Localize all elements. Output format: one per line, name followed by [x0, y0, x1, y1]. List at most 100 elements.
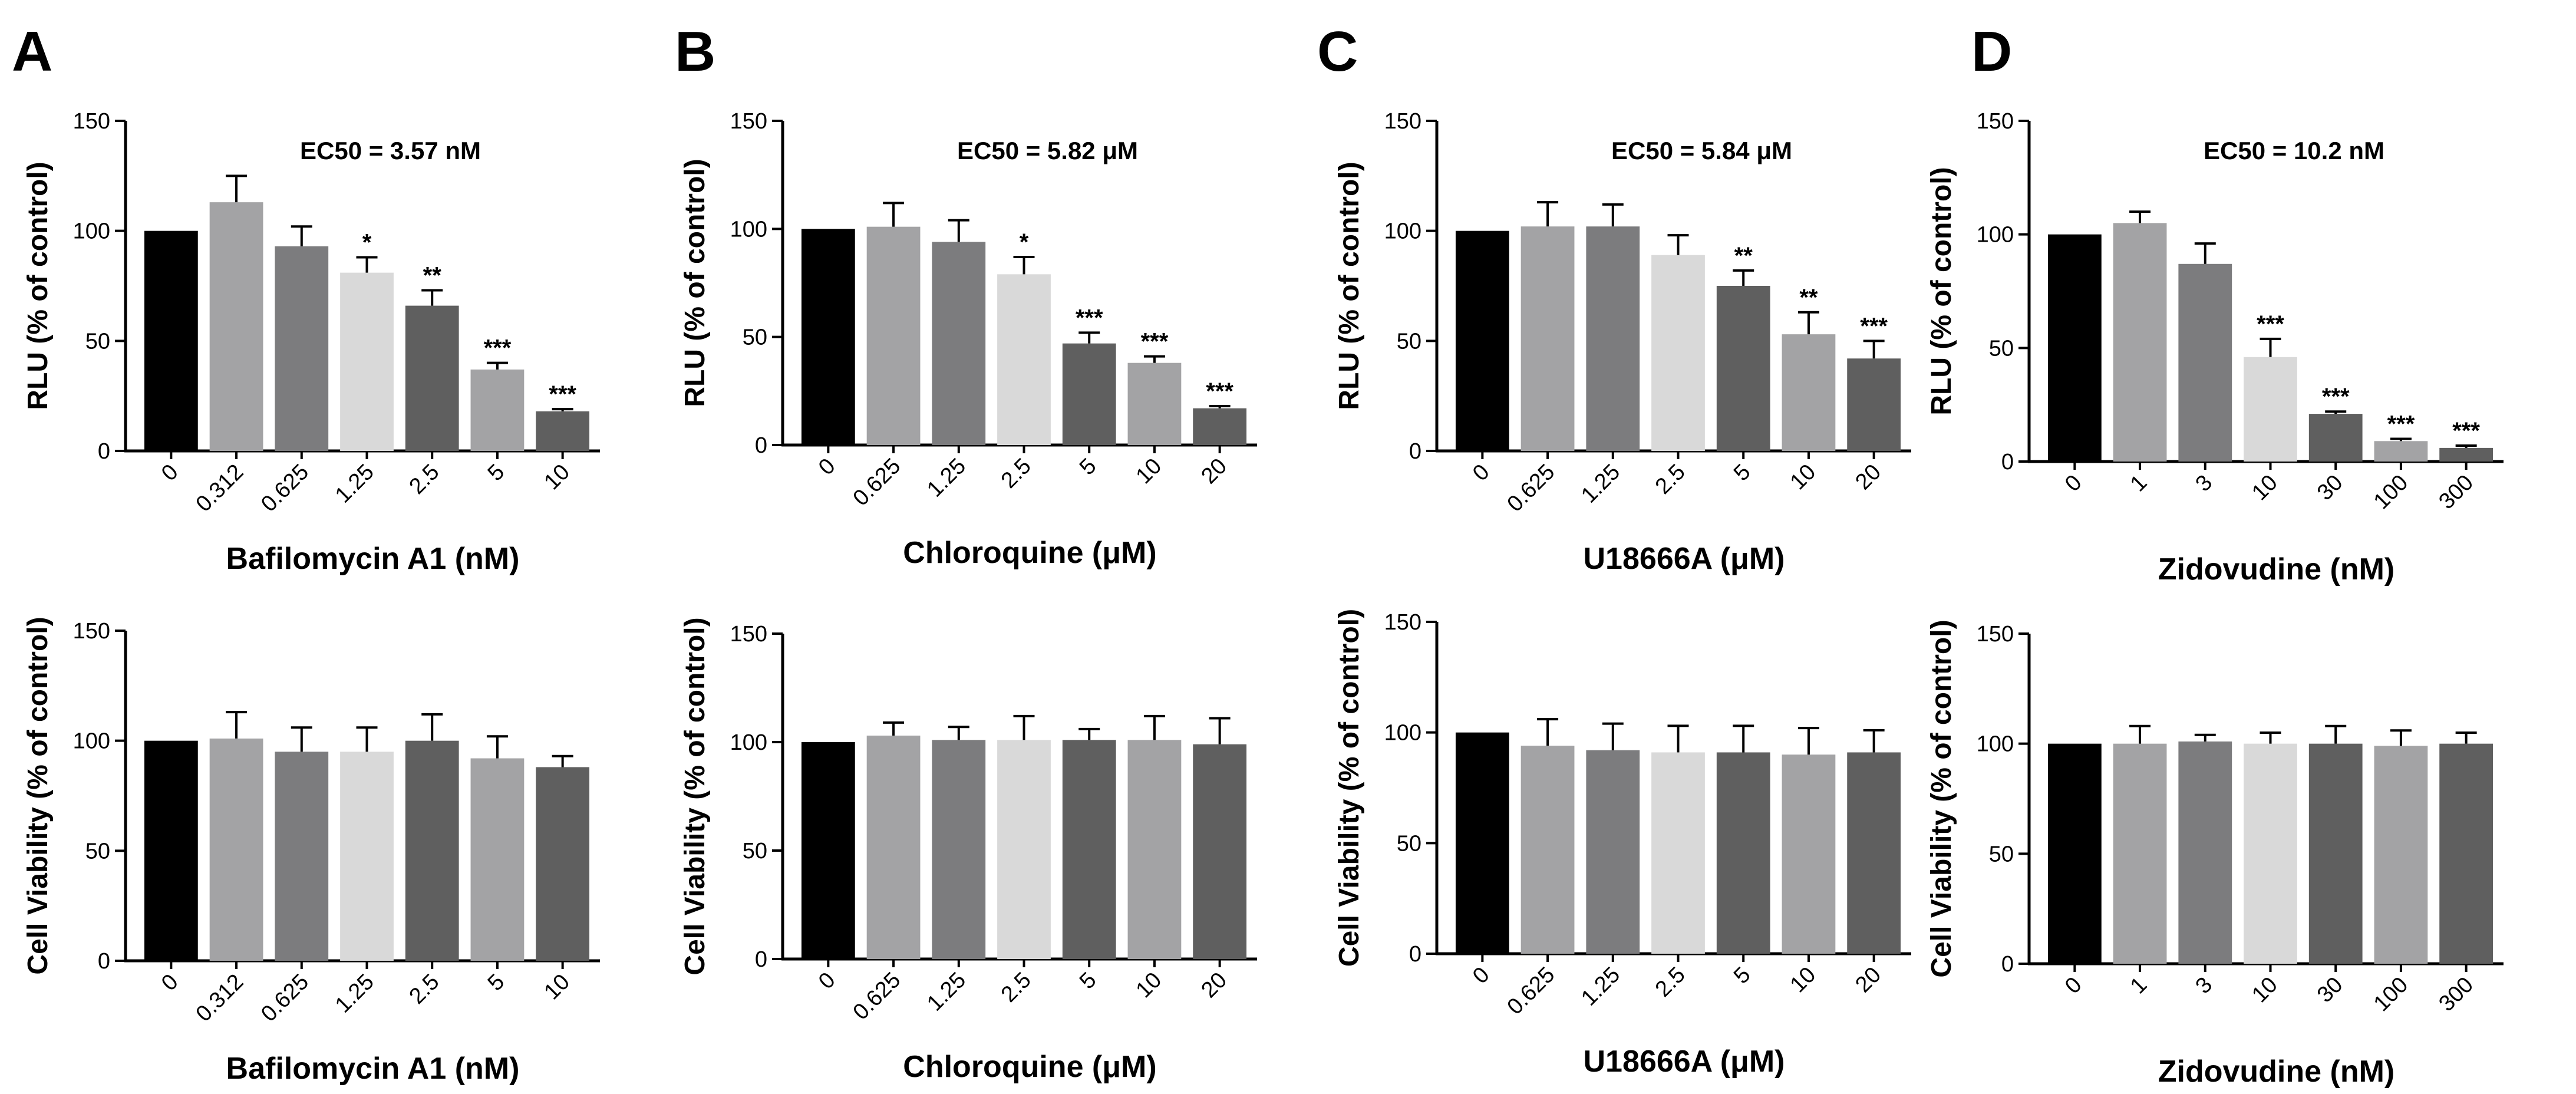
bar — [536, 411, 590, 451]
y-tick-label: 50 — [743, 839, 767, 864]
y-tick-label: 50 — [85, 329, 110, 354]
x-tick-label: 5 — [1729, 460, 1756, 486]
y-axis-label: RLU (% of control) — [1926, 167, 1957, 415]
y-tick-label: 0 — [755, 433, 767, 458]
significance-marker: *** — [1076, 305, 1103, 331]
x-tick-label: 1.25 — [1576, 963, 1625, 1011]
y-tick-label: 0 — [755, 947, 767, 972]
y-axis-label: Cell Viability (% of control) — [1334, 609, 1365, 967]
significance-marker: * — [362, 229, 372, 255]
chart-D-bottom: 0 50 100 150 Cell Viability (% of control) 0 1… — [1926, 620, 2504, 1089]
bar — [209, 202, 263, 451]
bar — [1716, 752, 1770, 954]
y-axis-label: RLU (% of control) — [1334, 162, 1365, 410]
x-axis-label: Chloroquine (μM) — [903, 536, 1156, 570]
x-tick-label: 2.5 — [405, 460, 444, 499]
y-tick-label: 150 — [1977, 622, 2014, 647]
bar — [209, 738, 263, 961]
bar — [470, 369, 525, 451]
ec50-label: EC50 = 5.82 μM — [957, 137, 1138, 164]
x-tick-label: 300 — [2434, 973, 2478, 1017]
x-tick-label: 5 — [1075, 454, 1101, 480]
bar — [1455, 230, 1509, 451]
x-tick-label: 0.625 — [848, 454, 905, 511]
x-tick-label: 5 — [483, 970, 510, 996]
bar — [1847, 358, 1901, 451]
x-tick-label: 10 — [1786, 460, 1821, 495]
x-tick-label: 0 — [814, 454, 840, 480]
y-tick-label: 150 — [73, 619, 110, 644]
bar — [2113, 223, 2167, 462]
x-tick-label: 2.5 — [997, 968, 1036, 1007]
x-axis-label: U18666A (μM) — [1584, 542, 1785, 576]
x-axis-label: Zidovudine (nM) — [2158, 1055, 2394, 1089]
x-tick-label: 2.5 — [1651, 963, 1690, 1002]
x-tick-label: 20 — [1196, 454, 1232, 489]
significance-marker: *** — [2387, 411, 2415, 437]
x-axis-label: U18666A (μM) — [1584, 1044, 1785, 1079]
bar — [1651, 255, 1705, 451]
bar — [1586, 750, 1640, 954]
bar — [1193, 744, 1247, 959]
y-tick-label: 150 — [1384, 109, 1421, 134]
bar — [2244, 357, 2297, 462]
bar — [2374, 746, 2428, 964]
x-tick-label: 1.25 — [331, 970, 379, 1018]
x-axis-label: Bafilomycin A1 (nM) — [226, 1052, 520, 1086]
bar — [2439, 447, 2493, 462]
bar — [536, 767, 590, 961]
bar — [340, 272, 394, 451]
x-tick-label: 0 — [157, 970, 183, 996]
panel-letter-B: B — [675, 20, 715, 83]
significance-marker: ** — [423, 262, 442, 288]
bar — [144, 230, 198, 451]
bar — [1782, 754, 1836, 954]
y-tick-label: 150 — [730, 109, 767, 134]
bar — [2374, 441, 2428, 462]
x-tick-label: 2.5 — [405, 970, 444, 1009]
bar — [1782, 334, 1836, 451]
x-tick-label: 2.5 — [1651, 460, 1690, 499]
significance-marker: ** — [1799, 285, 1818, 311]
bar — [2244, 743, 2297, 964]
x-tick-label: 0.625 — [256, 970, 314, 1027]
bar — [2047, 234, 2102, 462]
x-tick-label: 2.5 — [997, 454, 1036, 493]
x-tick-label: 0.625 — [256, 460, 314, 517]
x-tick-label: 20 — [1851, 963, 1886, 998]
y-tick-label: 100 — [1384, 721, 1421, 746]
significance-marker: ** — [1734, 243, 1753, 269]
bar — [1520, 226, 1575, 451]
bar — [275, 752, 329, 961]
y-tick-label: 50 — [743, 325, 767, 350]
x-tick-label: 3 — [2191, 973, 2218, 999]
x-tick-label: 1.25 — [331, 460, 379, 508]
bar — [2178, 263, 2232, 462]
y-tick-label: 0 — [1409, 942, 1421, 967]
y-tick-label: 50 — [1989, 336, 2014, 361]
x-tick-label: 0.625 — [848, 968, 905, 1025]
bar — [2178, 741, 2232, 964]
bar — [2439, 743, 2493, 964]
x-tick-label: 5 — [1729, 963, 1756, 989]
y-axis-label: Cell Viability (% of control) — [22, 617, 54, 974]
y-tick-label: 0 — [1409, 439, 1421, 464]
x-tick-label: 10 — [539, 460, 575, 495]
y-tick-label: 0 — [2001, 952, 2014, 977]
y-tick-label: 0 — [2001, 450, 2014, 474]
x-tick-label: 10 — [1132, 968, 1167, 1003]
y-tick-label: 50 — [85, 839, 110, 864]
significance-marker: *** — [549, 381, 576, 407]
x-tick-label: 20 — [1196, 968, 1232, 1003]
significance-marker: *** — [1206, 378, 1233, 404]
bar — [801, 229, 855, 445]
x-tick-label: 300 — [2434, 470, 2478, 515]
significance-marker: *** — [2322, 384, 2350, 410]
y-axis-label: Cell Viability (% of control) — [1926, 620, 1957, 977]
bar — [2308, 743, 2363, 964]
